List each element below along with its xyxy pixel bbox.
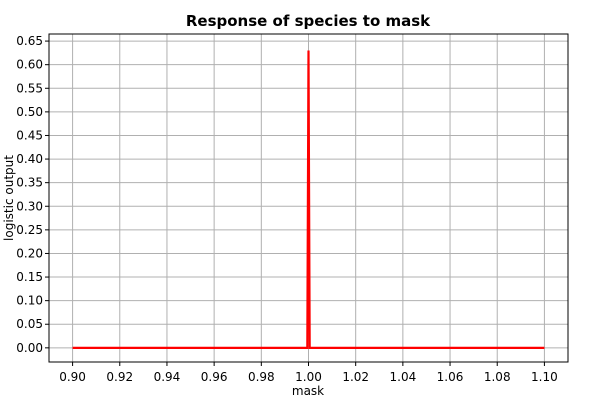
y-tick-label: 0.25 bbox=[16, 223, 43, 237]
x-tick-label: 1.06 bbox=[437, 370, 464, 384]
series-layer bbox=[72, 50, 545, 349]
x-tick-label: 0.96 bbox=[201, 370, 228, 384]
x-tick-label: 0.98 bbox=[248, 370, 275, 384]
x-tick-label: 1.02 bbox=[342, 370, 369, 384]
y-tick-label: 0.50 bbox=[16, 105, 43, 119]
y-tick-label: 0.00 bbox=[16, 341, 43, 355]
x-tick-label: 0.92 bbox=[106, 370, 133, 384]
x-axis: 0.90 0.92 0.94 0.96 0.98 1.00 1.02 1.04 1.06 1.08… bbox=[59, 362, 558, 384]
x-tick-label: 0.90 bbox=[59, 370, 86, 384]
y-tick-label: 0.65 bbox=[16, 34, 43, 48]
y-axis: 0.00 0.05 0.10 0.15 0.20 0.25 0.30 0.35 0.40 0.45… bbox=[16, 34, 49, 355]
y-axis-label: logistic output bbox=[2, 155, 16, 241]
x-axis-label: mask bbox=[292, 384, 324, 398]
y-tick-label: 0.30 bbox=[16, 199, 43, 213]
y-tick-label: 0.55 bbox=[16, 81, 43, 95]
series-line bbox=[72, 50, 545, 349]
y-tick-label: 0.60 bbox=[16, 58, 43, 72]
x-tick-label: 1.08 bbox=[484, 370, 511, 384]
y-tick-label: 0.35 bbox=[16, 176, 43, 190]
y-tick-label: 0.15 bbox=[16, 270, 43, 284]
x-tick-label: 1.00 bbox=[295, 370, 322, 384]
x-tick-label: 1.04 bbox=[390, 370, 417, 384]
y-tick-label: 0.20 bbox=[16, 246, 43, 260]
y-tick-label: 0.45 bbox=[16, 128, 43, 142]
y-tick-label: 0.10 bbox=[16, 294, 43, 308]
y-tick-label: 0.40 bbox=[16, 152, 43, 166]
x-tick-label: 0.94 bbox=[154, 370, 181, 384]
x-tick-label: 1.10 bbox=[531, 370, 558, 384]
chart-title: Response of species to mask bbox=[186, 12, 431, 30]
y-tick-label: 0.05 bbox=[16, 317, 43, 331]
